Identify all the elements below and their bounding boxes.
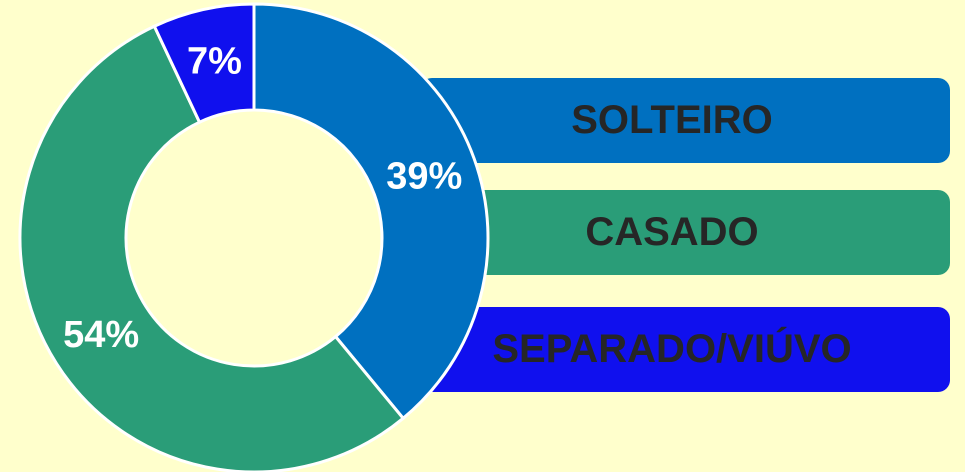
data-label: 7%	[187, 40, 242, 82]
donut-slice	[152, 2, 256, 125]
legend-box	[420, 307, 950, 392]
data-label: 54%	[63, 314, 139, 356]
legend-box	[420, 190, 950, 275]
data-label: 39%	[386, 156, 462, 198]
legend-label: SOLTEIRO	[571, 98, 772, 142]
legend-box	[420, 78, 950, 163]
donut-slice	[252, 2, 490, 421]
donut-slice	[18, 24, 406, 472]
legend-label: SEPARADO/VIÚVO	[492, 325, 851, 371]
legend-label: CASADO	[585, 210, 758, 254]
